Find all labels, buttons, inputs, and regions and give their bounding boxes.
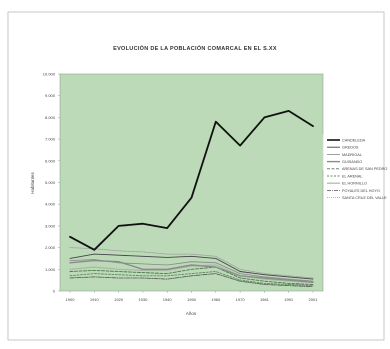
- x-tick-label: 2001: [309, 297, 319, 302]
- y-tick-label: 10.000: [43, 72, 56, 77]
- legend-label: GREDOS: [342, 146, 359, 150]
- x-tick-label: 1930: [138, 297, 148, 302]
- series-line: [69, 110, 314, 251]
- y-tick-label: 7.000: [45, 137, 56, 142]
- series-line: [69, 273, 314, 288]
- x-axis-ticks: 1900 1910 1920 1930 1940 1950 1960 1970 1981 1991…: [66, 291, 319, 302]
- legend-label: POYALES DEL HOYO: [342, 189, 380, 193]
- y-axis-label: Habitantes: [30, 171, 35, 193]
- x-tick-label: 1910: [90, 297, 100, 302]
- legend-label: MADRIGAL: [342, 153, 362, 157]
- x-tick-label: 1991: [284, 297, 294, 302]
- legend-label: GUISANDO: [342, 160, 362, 164]
- y-tick-label: 9.000: [45, 93, 56, 98]
- x-tick-label: 1940: [163, 297, 173, 302]
- y-tick-label: 6.000: [45, 158, 56, 163]
- y-tick-label: 0: [53, 289, 56, 294]
- series-line: [69, 264, 314, 283]
- series-line: [69, 259, 314, 282]
- legend-label: EL HORNILLO: [342, 182, 367, 186]
- x-tick-label: 1950: [187, 297, 197, 302]
- chart-title: EVOLUCIÓN DE LA POBLACIÓN COMARCAL EN EL…: [113, 44, 277, 52]
- y-tick-label: 3.000: [45, 223, 56, 228]
- legend-label: SANTA CRUZ DEL VALLE: [342, 196, 387, 200]
- y-tick-label: 1.000: [45, 267, 56, 272]
- x-tick-label: 1981: [260, 297, 270, 302]
- series-line: [69, 253, 314, 280]
- x-tick-label: 1920: [114, 297, 124, 302]
- legend-label: EL ARENAL: [342, 174, 363, 178]
- series-line: [69, 271, 314, 287]
- y-tick-label: 8.000: [45, 115, 56, 120]
- y-tick-label: 4.000: [45, 202, 56, 207]
- legend-label: CANDELEDA: [342, 138, 366, 142]
- plot-area: [59, 73, 324, 292]
- series-layer: [69, 110, 314, 288]
- y-tick-label: 2.000: [45, 245, 56, 250]
- y-axis-ticks: 0 1.000 2.000 3.000 4.000 5.000 6.000 7.000 8.00…: [43, 72, 60, 294]
- legend-label: ARENAS DE SAN PEDRO: [342, 167, 387, 171]
- y-tick-label: 5.000: [45, 180, 56, 185]
- x-tick-label: 1960: [211, 297, 221, 302]
- series-line: [69, 247, 314, 279]
- legend: CANDELEDA GREDOS MADRIGAL GUISANDO ARENAS DE…: [327, 138, 387, 200]
- x-axis-label: Años: [186, 311, 197, 316]
- x-tick-label: 1900: [66, 297, 76, 302]
- x-tick-label: 1970: [236, 297, 246, 302]
- series-line: [69, 266, 314, 285]
